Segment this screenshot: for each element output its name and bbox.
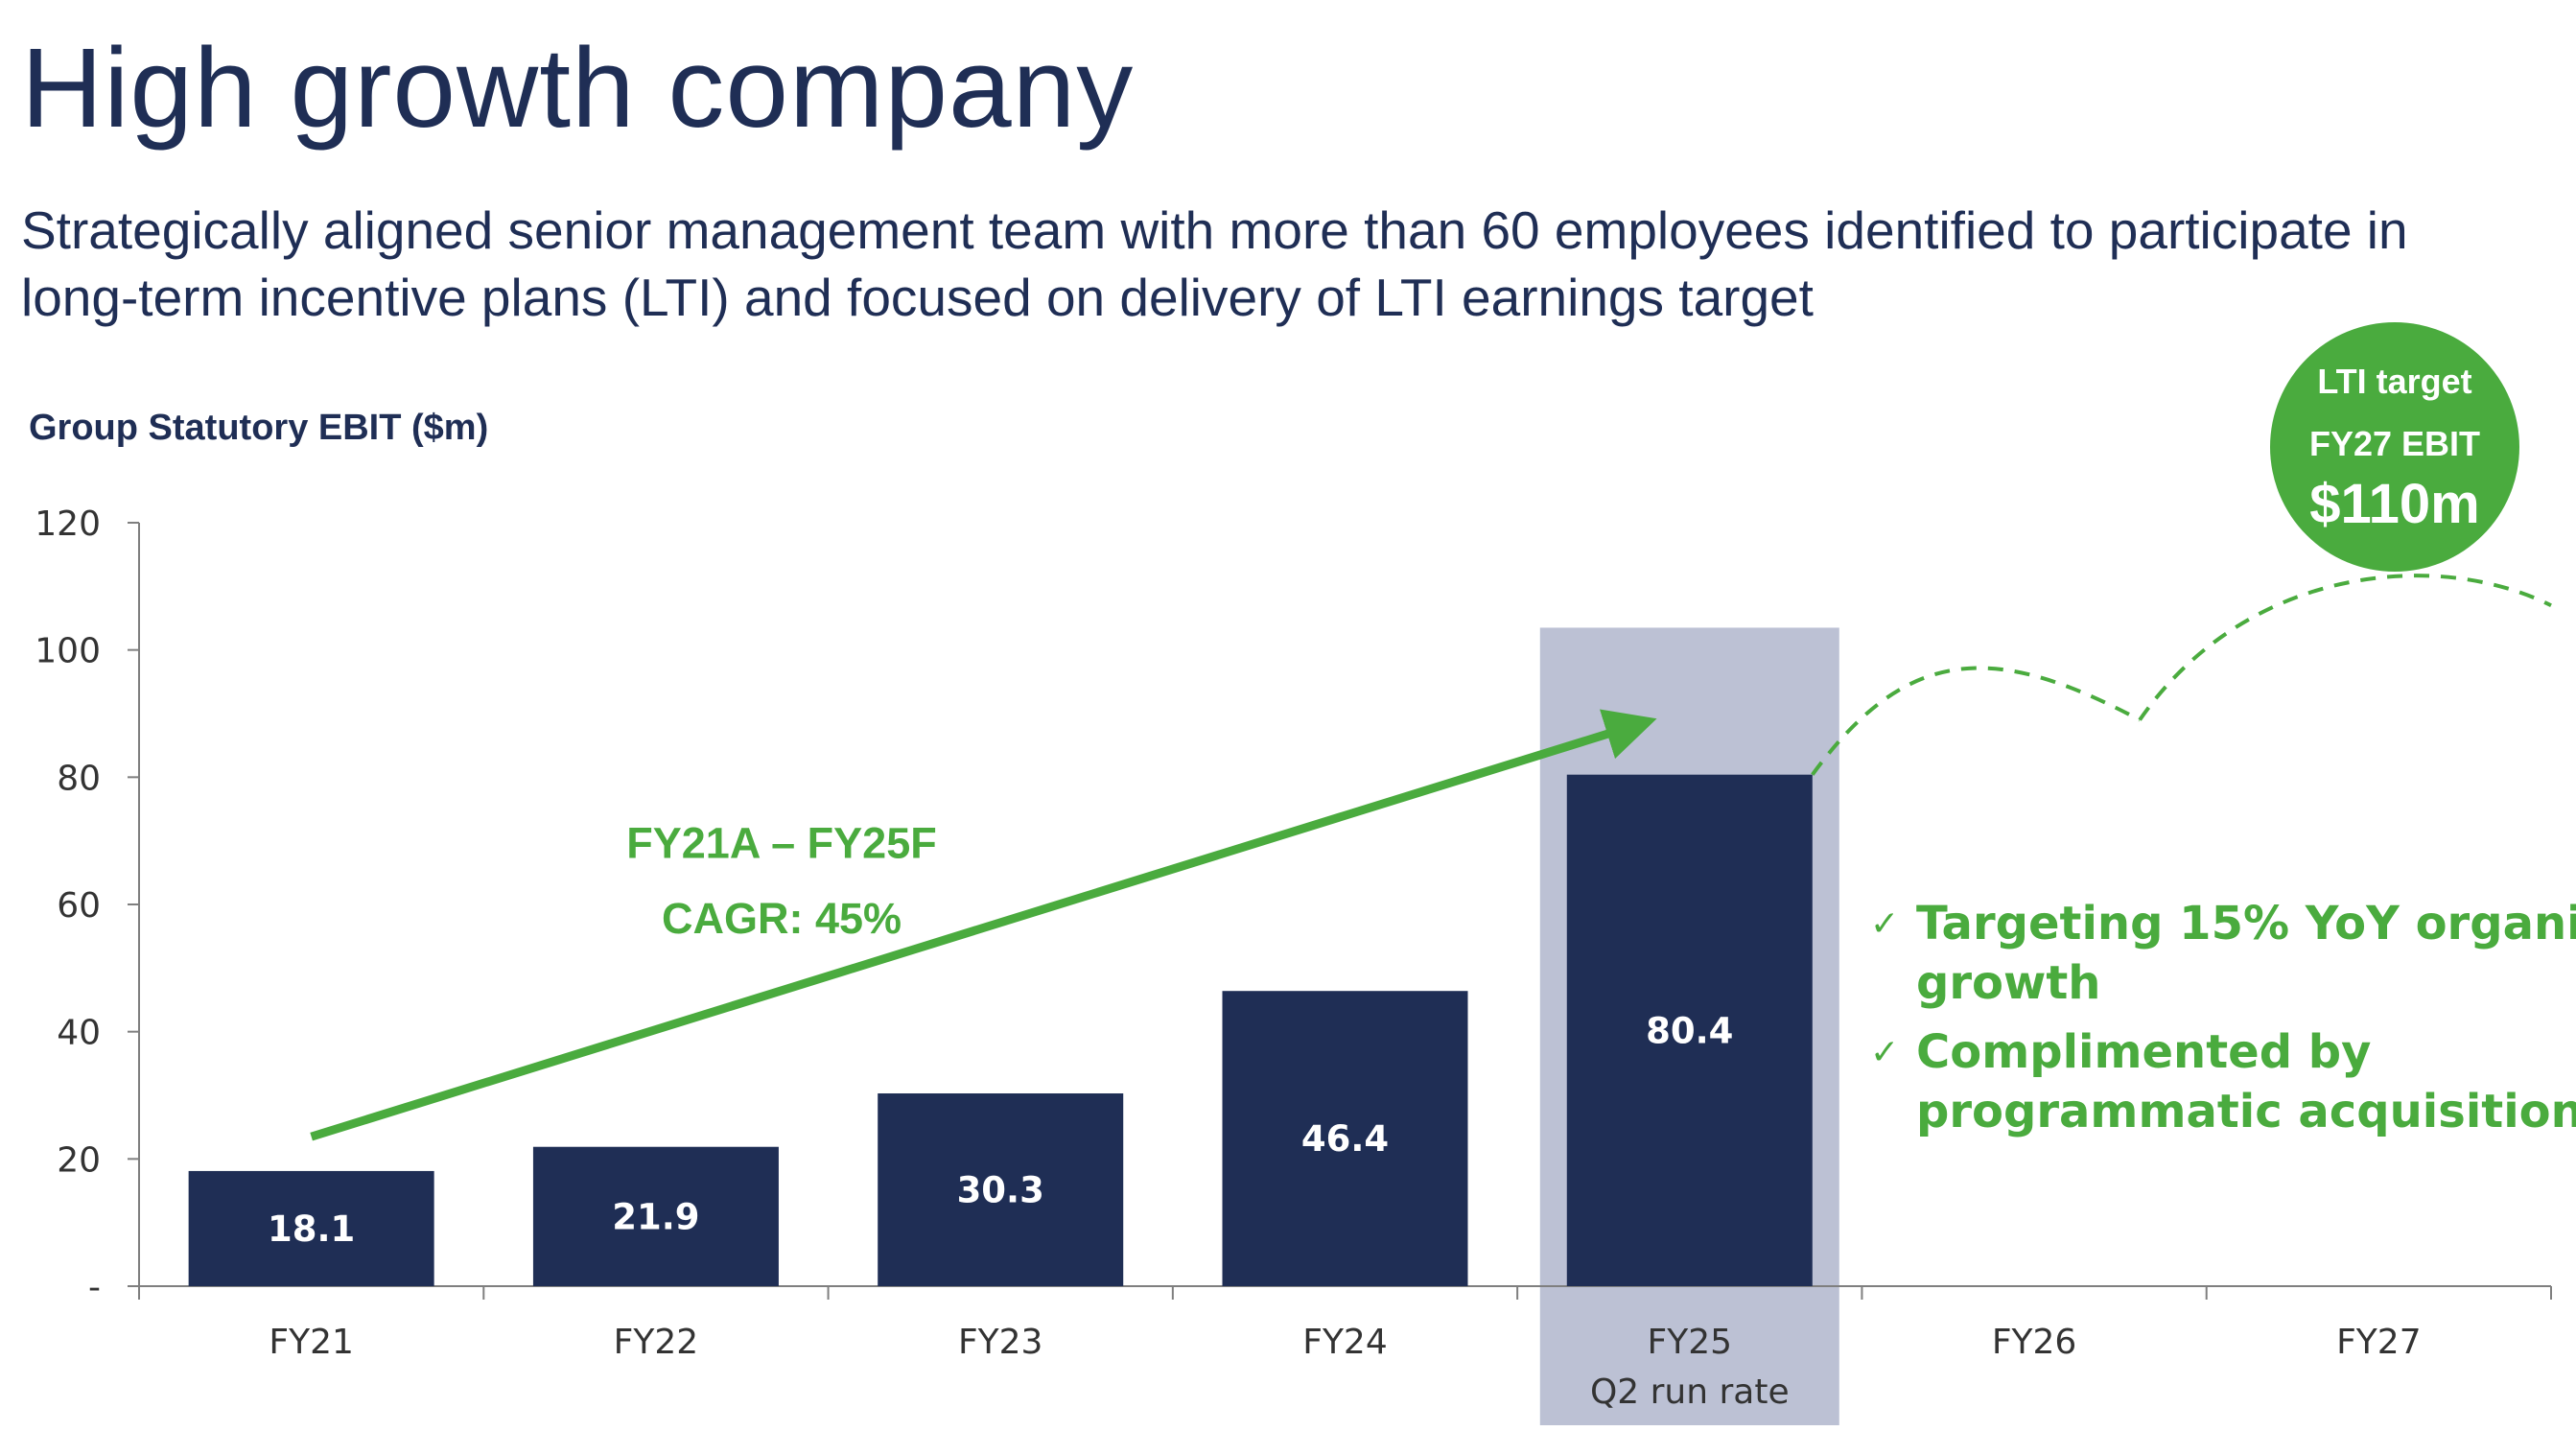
cagr-label-line1: FY21A – FY25F: [626, 819, 936, 868]
bullet-text-line: Complimented by: [1916, 1025, 2371, 1079]
y-tick-label: 120: [35, 504, 101, 544]
page-title: High growth company: [21, 25, 1135, 152]
bar-fy23: [878, 1093, 1124, 1286]
x-tick-label: FY26: [1992, 1323, 2077, 1362]
projection-arc-fy26: [1811, 666, 2142, 776]
bullet-text-line: programmatic acquisitions: [1916, 1085, 2576, 1138]
x-tick-label: FY22: [614, 1323, 699, 1362]
target-badge: [2270, 322, 2519, 572]
x-tick-label: FY25: [1648, 1323, 1733, 1362]
bullet-text-line: Targeting 15% YoY organic: [1916, 897, 2576, 950]
bar-value-label: 80.4: [1646, 1010, 1733, 1051]
target-badge-value: $110m: [2309, 473, 2479, 535]
x-tick-label: FY24: [1302, 1323, 1388, 1362]
y-tick-label: 20: [57, 1140, 101, 1180]
bar-value-label: 30.3: [957, 1170, 1044, 1211]
bar-value-label: 46.4: [1301, 1118, 1389, 1160]
page-subtitle: Strategically aligned senior management …: [21, 200, 2408, 327]
y-tick-label: 80: [57, 759, 101, 798]
x-tick-label: FY27: [2336, 1323, 2422, 1362]
bar-fy25: [1566, 774, 1813, 1286]
bar-fy21: [188, 1170, 434, 1286]
y-tick-label: 40: [57, 1014, 101, 1053]
cagr-arrow: [310, 709, 1657, 1141]
target-badge-line2: FY27 EBIT: [2309, 424, 2480, 463]
y-tick-label: 100: [35, 632, 101, 671]
chart-title: Group Statutory EBIT ($m): [29, 408, 489, 448]
bar-value-label: 21.9: [612, 1196, 699, 1237]
x-tick-sublabel: Q2 run rate: [1590, 1372, 1790, 1412]
bar-fy22: [532, 1146, 779, 1286]
y-tick-label: -: [88, 1268, 101, 1307]
bullet-text-line: growth: [1916, 956, 2100, 1010]
target-badge-line1: LTI target: [2317, 362, 2471, 401]
bullet-check-icon: ✓: [1870, 904, 1899, 944]
bullet-check-icon: ✓: [1870, 1033, 1899, 1072]
x-tick-label: FY23: [958, 1323, 1043, 1362]
cagr-label-line2: CAGR: 45%: [662, 894, 902, 943]
bar-value-label: 18.1: [268, 1208, 355, 1250]
y-tick-label: 60: [57, 886, 101, 926]
projection-arc-fy27: [2138, 574, 2552, 721]
x-tick-label: FY21: [269, 1323, 354, 1362]
bar-fy24: [1222, 991, 1468, 1286]
